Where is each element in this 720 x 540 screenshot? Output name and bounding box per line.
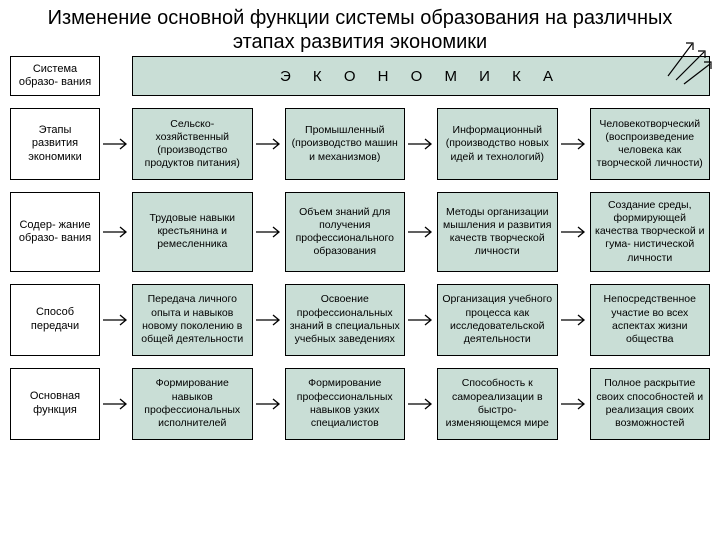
- arrow-right-icon: [254, 136, 284, 152]
- arrow-gap: [253, 368, 285, 440]
- arrow-gap: [405, 108, 437, 180]
- cell: Организация учебного процесса как исслед…: [437, 284, 558, 356]
- arrow-right-icon: [559, 396, 589, 412]
- diagram-grid: Система образо- вания Э К О Н О М И К А …: [10, 56, 710, 440]
- arrow-right-icon: [406, 224, 436, 240]
- row-label-method: Способ передачи: [10, 284, 100, 356]
- page-title: Изменение основной функции системы образ…: [0, 0, 720, 56]
- cell: Освоение профессиональных знаний в специ…: [285, 284, 406, 356]
- arrow-right-icon: [254, 396, 284, 412]
- arrow-gap: [405, 368, 437, 440]
- arrow-right-icon: [101, 136, 131, 152]
- header-row: Система образо- вания Э К О Н О М И К А: [10, 56, 710, 96]
- arrow-gap: [100, 192, 132, 272]
- arrow-right-icon: [559, 136, 589, 152]
- arrow-gap: [100, 368, 132, 440]
- row-label-function: Основная функция: [10, 368, 100, 440]
- arrow-right-icon: [406, 136, 436, 152]
- cell: Сельско- хозяйственный (производство про…: [132, 108, 253, 180]
- arrow-gap: [253, 284, 285, 356]
- arrow-right-icon: [406, 396, 436, 412]
- row-label-content: Содер- жание образо- вания: [10, 192, 100, 272]
- cell: Передача личного опыта и навыков новому …: [132, 284, 253, 356]
- arrow-gap: [253, 192, 285, 272]
- cell: Непосредственное участие во всех аспекта…: [590, 284, 711, 356]
- cell: Промышленный (производство машин и механ…: [285, 108, 406, 180]
- cell: Полное раскрытие своих способностей и ре…: [590, 368, 711, 440]
- arrow-gap: [253, 108, 285, 180]
- cell: Формирование навыков профессиональных ис…: [132, 368, 253, 440]
- cell: Информационный (производство новых идей …: [437, 108, 558, 180]
- arrow-gap: [558, 192, 590, 272]
- arrow-right-icon: [254, 224, 284, 240]
- table-row: Содер- жание образо- вания Трудовые навы…: [10, 192, 710, 272]
- arrow-right-icon: [559, 312, 589, 328]
- arrow-gap: [558, 368, 590, 440]
- cell: Человекотворческий (воспроизведение чело…: [590, 108, 711, 180]
- cell: Формирование профессиональных навыков уз…: [285, 368, 406, 440]
- arrow-right-icon: [101, 312, 131, 328]
- row-label-stages: Этапы развития экономики: [10, 108, 100, 180]
- arrow-gap: [100, 108, 132, 180]
- cell: Методы организации мышления и развития к…: [437, 192, 558, 272]
- arrow-gap: [405, 192, 437, 272]
- cell: Создание среды, формирующей качества тво…: [590, 192, 711, 272]
- cell: Способность к самореализации в быстро- и…: [437, 368, 558, 440]
- table-row: Этапы развития экономики Сельско- хозяйс…: [10, 108, 710, 180]
- arrow-right-icon: [101, 224, 131, 240]
- table-row: Основная функция Формирование навыков пр…: [10, 368, 710, 440]
- cell: Трудовые навыки крестьянина и ремесленни…: [132, 192, 253, 272]
- arrow-gap: [405, 284, 437, 356]
- arrow-right-icon: [559, 224, 589, 240]
- arrow-right-icon: [406, 312, 436, 328]
- header-row-label: Система образо- вания: [10, 56, 100, 96]
- arrow-gap: [558, 284, 590, 356]
- arrow-gap: [558, 108, 590, 180]
- cell: Объем знаний для получения профессиональ…: [285, 192, 406, 272]
- arrow-gap: [100, 284, 132, 356]
- arrow-right-icon: [254, 312, 284, 328]
- economy-banner: Э К О Н О М И К А: [132, 56, 710, 96]
- arrow-right-icon: [101, 396, 131, 412]
- table-row: Способ передачи Передача личного опыта и…: [10, 284, 710, 356]
